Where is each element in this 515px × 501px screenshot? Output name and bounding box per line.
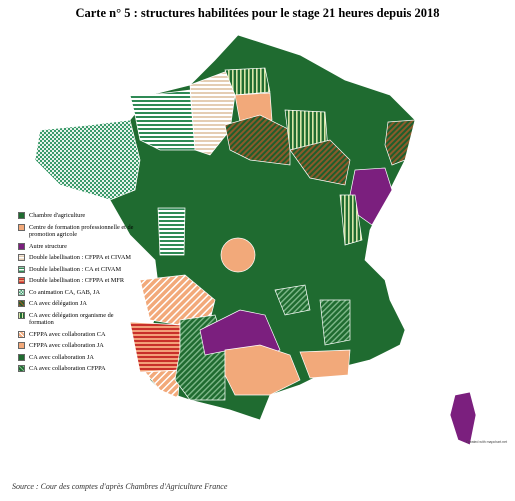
legend: Chambre d'agriculture Centre de formation… (18, 212, 136, 377)
legend-swatch (18, 277, 25, 284)
legend-swatch (18, 212, 25, 219)
legend-swatch (18, 311, 25, 319)
legend-swatch (18, 254, 25, 261)
legend-swatch (18, 223, 25, 231)
source: Source : Cour des comptes d'après Chambr… (12, 482, 228, 491)
title: Carte n° 5 : structures habilitées pour … (75, 6, 440, 20)
legend-item: Double labellisation : CFPPA et MFR (18, 277, 136, 285)
legend-item: Chambre d'agriculture (18, 212, 136, 220)
legend-item: Double labellisation : CFPPA et CIVAM (18, 254, 136, 262)
legend-label: CFPPA avec collaboration JA (29, 342, 104, 349)
legend-label: CA avec collaboration JA (29, 353, 94, 361)
credit: Created with mapchart.net (466, 440, 508, 444)
legend-item: Co animation CA, GAB, JA (18, 288, 136, 297)
legend-item: CA avec collaboration JA (18, 353, 136, 362)
legend-label: Autre structure (29, 242, 67, 250)
legend-label: CA avec délégation organisme de formatio… (29, 311, 114, 327)
legend-swatch (18, 365, 25, 372)
legend-item: CA avec délégation organisme de formatio… (18, 311, 136, 327)
legend-label: Co animation CA, GAB, JA (29, 288, 101, 296)
legend-swatch (18, 300, 25, 307)
legend-swatch (18, 265, 25, 273)
legend-swatch (18, 242, 25, 250)
legend-label: Chambre d'agriculture (29, 212, 86, 219)
legend-label: CA avec délégation JA (29, 300, 87, 307)
legend-label: Double labellisation : CFPPA et MFR (29, 277, 125, 284)
legend-swatch (18, 288, 25, 296)
legend-swatch (18, 342, 25, 349)
legend-label: Centre de formation professionnelle et d… (29, 223, 134, 239)
legend-label: CA avec collaboration CFPPA (29, 365, 106, 372)
legend-item: CA avec délégation JA (18, 300, 136, 308)
legend-swatch (18, 330, 25, 338)
legend-item: CA avec collaboration CFPPA (18, 365, 136, 373)
legend-label: Double labellisation : CFPPA et CIVAM (29, 254, 131, 261)
legend-swatch (18, 353, 25, 361)
legend-item: Double labellisation : CA et CIVAM (18, 265, 136, 274)
regions (34, 34, 477, 446)
legend-item: CFPPA avec collaboration CA (18, 330, 136, 339)
legend-item: Centre de formation professionnelle et d… (18, 223, 136, 239)
legend-label: CFPPA avec collaboration CA (29, 330, 106, 338)
legend-label: Double labellisation : CA et CIVAM (29, 265, 122, 273)
legend-item: CFPPA avec collaboration JA (18, 342, 136, 350)
legend-item: Autre structure (18, 242, 136, 251)
